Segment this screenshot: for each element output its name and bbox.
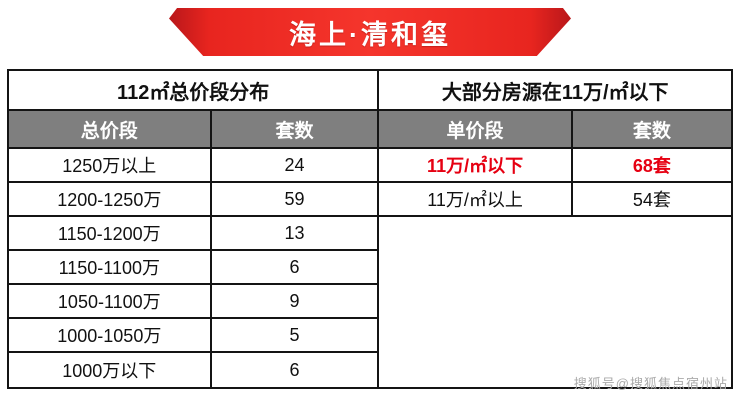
empty-area [379, 217, 731, 387]
banner-ribbon: 海上·清和玺 [169, 8, 571, 56]
price-range-cell: 1050-1100万 [9, 285, 212, 317]
price-range-cell: 1150-1100万 [9, 251, 212, 283]
unit-price-header-row: 单价段 套数 [379, 111, 731, 149]
unit-count-cell: 13 [284, 222, 305, 243]
table-row: 1050-1100万 9 [9, 285, 378, 319]
unit-price-section: 大部分房源在11万/㎡以下 单价段 套数 11万/㎡以下 68套 11万/㎡以上… [379, 71, 731, 387]
table-row: 1000万以下 6 [9, 353, 377, 387]
table-row: 1200-1250万 59 [9, 183, 378, 217]
banner-title: 海上·清和玺 [289, 19, 451, 50]
price-range-cell: 1150-1200万 [9, 217, 212, 249]
price-range-cell: 1250万以上 [9, 149, 212, 181]
unit-count-cell: 9 [289, 290, 300, 311]
table-row: 1250万以上 24 [9, 149, 378, 183]
header-total-price-range: 总价段 [9, 111, 212, 147]
header-unit-count: 套数 [275, 120, 314, 142]
unit-count-cell: 68套 [632, 156, 671, 176]
price-range-cell: 1000万以下 [9, 353, 212, 387]
banner-wrap: 海上·清和玺 [0, 0, 740, 56]
total-price-section-title: 112㎡总价段分布 [9, 71, 378, 111]
table-row: 1150-1200万 13 [9, 217, 378, 251]
table-row-highlight: 11万/㎡以下 68套 [379, 149, 731, 183]
table-row: 1000-1050万 5 [9, 319, 378, 353]
price-range-cell: 1000-1050万 [9, 319, 212, 351]
price-tables: 112㎡总价段分布 总价段 套数 1250万以上 24 1200-1250万 5… [7, 69, 733, 389]
total-price-section: 112㎡总价段分布 总价段 套数 1250万以上 24 1200-1250万 5… [9, 71, 380, 387]
unit-count-cell: 24 [284, 154, 305, 175]
unit-price-range-cell: 11万/㎡以上 [379, 183, 573, 215]
header-unit-count: 套数 [632, 120, 671, 142]
watermark: 搜狐号@搜狐焦点宿州站 [573, 376, 728, 391]
unit-count-cell: 54套 [632, 190, 671, 210]
unit-count-cell: 6 [289, 256, 300, 277]
unit-count-cell: 6 [289, 359, 300, 380]
unit-count-cell: 59 [284, 188, 305, 209]
header-unit-price-range: 单价段 [379, 111, 573, 147]
table-row: 1150-1100万 6 [9, 251, 378, 285]
total-price-header-row: 总价段 套数 [9, 111, 378, 149]
table-row: 11万/㎡以上 54套 [379, 183, 731, 217]
unit-price-range-cell: 11万/㎡以下 [379, 149, 573, 181]
unit-count-cell: 5 [289, 324, 300, 345]
unit-price-section-title: 大部分房源在11万/㎡以下 [379, 71, 731, 111]
price-range-cell: 1200-1250万 [9, 183, 212, 215]
